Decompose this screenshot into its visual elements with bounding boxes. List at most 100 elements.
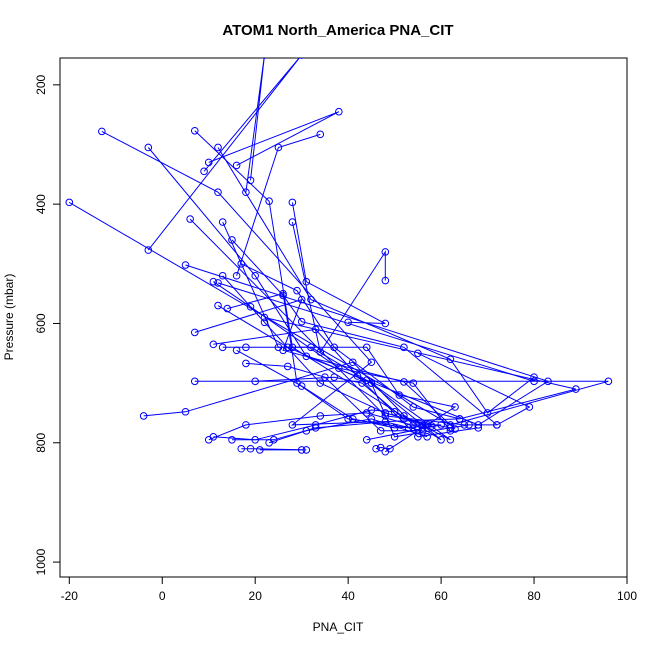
data-point — [423, 433, 431, 441]
data-point — [214, 301, 222, 310]
data-point — [181, 261, 190, 269]
data-point — [465, 421, 473, 429]
series-0 — [65, 198, 613, 429]
series-15 — [237, 260, 464, 423]
data-point — [232, 161, 241, 170]
data-point — [437, 421, 445, 429]
data-point — [181, 407, 190, 416]
data-point — [414, 349, 422, 358]
data-point — [302, 427, 311, 435]
data-point — [400, 343, 408, 352]
plot-area — [65, 58, 613, 456]
data-point — [190, 126, 199, 135]
series-line — [147, 58, 300, 251]
y-tick-label: 800 — [34, 432, 48, 452]
data-point — [246, 302, 255, 311]
data-point — [409, 379, 418, 387]
data-point — [483, 409, 492, 417]
series-line — [375, 446, 391, 450]
data-point — [362, 343, 371, 352]
data-point — [451, 403, 459, 411]
series-9 — [242, 58, 267, 197]
series-line — [241, 263, 460, 420]
data-point — [316, 412, 325, 420]
data-point — [367, 379, 376, 387]
data-point — [260, 318, 269, 327]
data-point — [335, 107, 343, 116]
data-point — [214, 143, 222, 152]
data-point — [228, 236, 236, 244]
series-3 — [144, 58, 305, 254]
data-point — [223, 304, 232, 313]
series-30 — [256, 446, 306, 454]
data-point — [242, 188, 250, 197]
data-point — [604, 377, 613, 386]
series-25 — [251, 373, 455, 432]
series-line — [222, 275, 428, 426]
data-point — [256, 446, 264, 454]
series-line — [291, 202, 386, 324]
series-line — [147, 147, 550, 426]
data-point — [362, 435, 371, 444]
y-tick-label: 1000 — [34, 548, 48, 575]
series-line — [194, 298, 456, 430]
data-point — [311, 325, 320, 334]
data-point — [246, 176, 255, 185]
data-point — [353, 372, 362, 380]
y-axis-label: Pressure (mbar) — [2, 274, 16, 361]
x-tick-label: 40 — [341, 589, 355, 603]
data-point — [209, 340, 218, 349]
series-line — [231, 239, 498, 426]
data-point — [265, 197, 273, 205]
series-line — [213, 281, 451, 432]
series-31 — [372, 443, 394, 453]
series-1 — [98, 127, 580, 429]
data-point — [237, 260, 246, 268]
series-14 — [228, 236, 501, 429]
data-point — [274, 143, 283, 152]
data-point — [330, 373, 339, 381]
series-line — [217, 147, 535, 414]
data-point — [344, 318, 352, 327]
y-tick-label: 200 — [34, 75, 48, 95]
data-point — [299, 58, 305, 59]
series-line — [222, 221, 457, 453]
data-point — [251, 377, 259, 386]
data-point — [381, 319, 390, 328]
data-point — [209, 277, 218, 286]
data-point — [530, 377, 538, 386]
data-point — [302, 446, 311, 454]
data-point — [297, 382, 306, 390]
data-point — [381, 248, 390, 256]
data-point — [400, 415, 408, 423]
data-point — [372, 444, 380, 453]
data-point — [283, 362, 292, 371]
series-17 — [218, 271, 431, 429]
data-point — [409, 403, 418, 411]
data-point — [530, 373, 538, 381]
data-point — [376, 427, 385, 435]
data-point — [572, 385, 580, 393]
data-point — [316, 130, 325, 139]
data-point — [381, 276, 390, 285]
data-point — [262, 58, 267, 59]
data-point — [186, 215, 194, 223]
series-line — [208, 412, 423, 441]
data-point — [251, 271, 259, 280]
data-point — [400, 378, 408, 386]
data-point — [544, 377, 552, 386]
data-point — [376, 443, 385, 452]
data-point — [288, 218, 297, 226]
data-point — [228, 435, 236, 444]
data-point — [144, 246, 153, 254]
x-tick-label: 80 — [527, 589, 541, 603]
data-point — [242, 343, 250, 352]
data-point — [307, 343, 315, 352]
data-point — [446, 424, 455, 432]
data-point — [493, 421, 501, 429]
x-axis-label: PNA_CIT — [313, 620, 364, 634]
series-2 — [144, 143, 552, 429]
data-point — [297, 317, 306, 326]
data-point — [260, 313, 269, 322]
